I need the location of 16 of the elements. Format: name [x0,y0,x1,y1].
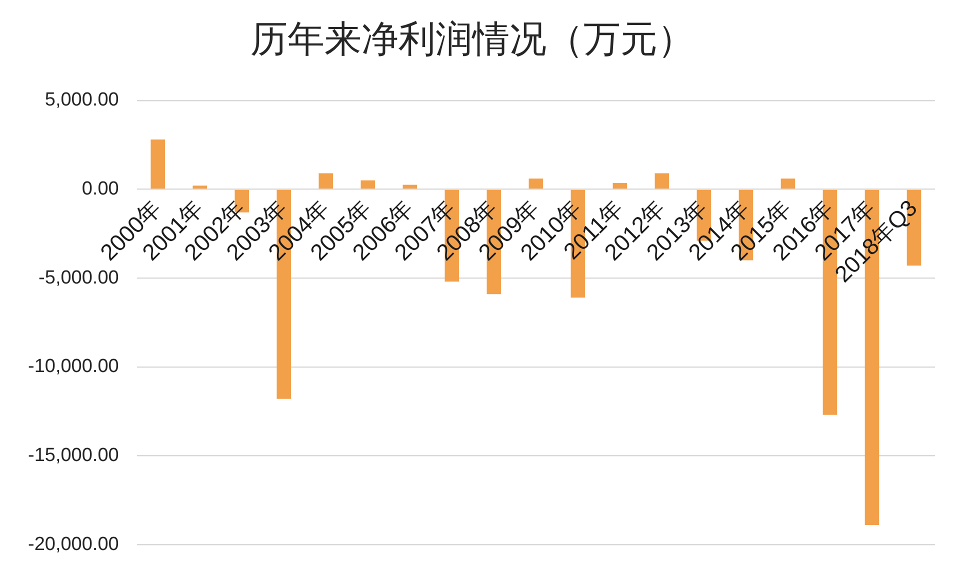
bar [612,183,628,189]
chart-title: 历年来净利润情况（万元） [250,18,694,60]
bar [654,173,670,189]
y-tick-label: -10,000.00 [28,356,119,378]
y-tick-label: 5,000.00 [44,90,119,111]
y-tick-label: -15,000.00 [28,444,119,466]
y-tick-label: -5,000.00 [38,267,119,288]
bar [528,178,544,189]
bar [192,186,208,189]
y-tick-label: 0.00 [82,178,119,200]
bar [360,180,376,189]
bar [402,184,418,189]
bar [318,173,334,189]
bar [150,139,165,189]
bar [780,178,796,189]
y-tick-label: -20,000.00 [28,534,119,555]
